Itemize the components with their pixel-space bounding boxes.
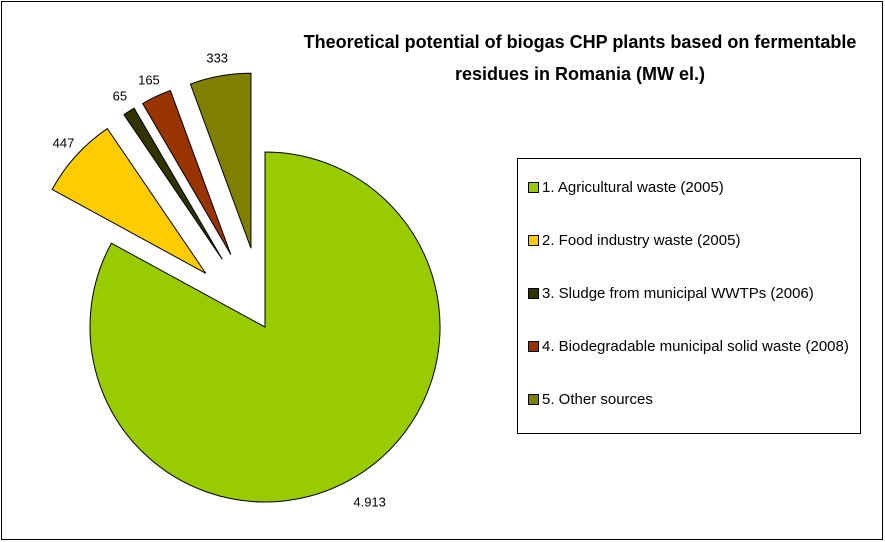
data-label: 333	[206, 51, 228, 66]
legend-swatch	[528, 288, 539, 299]
legend-swatch	[528, 394, 539, 405]
legend: 1. Agricultural waste (2005) 2. Food indu…	[517, 158, 861, 434]
data-label: 165	[138, 72, 160, 87]
legend-item: 4. Biodegradable municipal solid waste (…	[528, 338, 862, 355]
data-label: 4.913	[353, 495, 386, 510]
pie-slice	[141, 89, 232, 255]
legend-swatch	[528, 341, 539, 352]
legend-item: 5. Other sources	[528, 391, 862, 408]
data-label: 447	[53, 136, 75, 151]
pie-slice	[123, 107, 223, 260]
legend-item: 3. Sludge from municipal WWTPs (2006)	[528, 285, 862, 302]
legend-item: 1. Agricultural waste (2005)	[528, 179, 862, 196]
data-label: 65	[113, 88, 127, 103]
legend-label: 4. Biodegradable municipal solid waste (…	[542, 338, 849, 355]
pie-slice	[51, 127, 207, 274]
legend-item: 2. Food industry waste (2005)	[528, 232, 862, 249]
legend-swatch	[528, 235, 539, 246]
pie-slice	[89, 151, 441, 503]
legend-swatch	[528, 182, 539, 193]
legend-label: 2. Food industry waste (2005)	[542, 232, 741, 249]
chart-title: Theoretical potential of biogas CHP plan…	[303, 32, 857, 84]
legend-label: 5. Other sources	[542, 391, 653, 408]
legend-label: 3. Sludge from municipal WWTPs (2006)	[542, 285, 814, 302]
pie-slice	[189, 72, 252, 249]
legend-label: 1. Agricultural waste (2005)	[542, 179, 724, 196]
